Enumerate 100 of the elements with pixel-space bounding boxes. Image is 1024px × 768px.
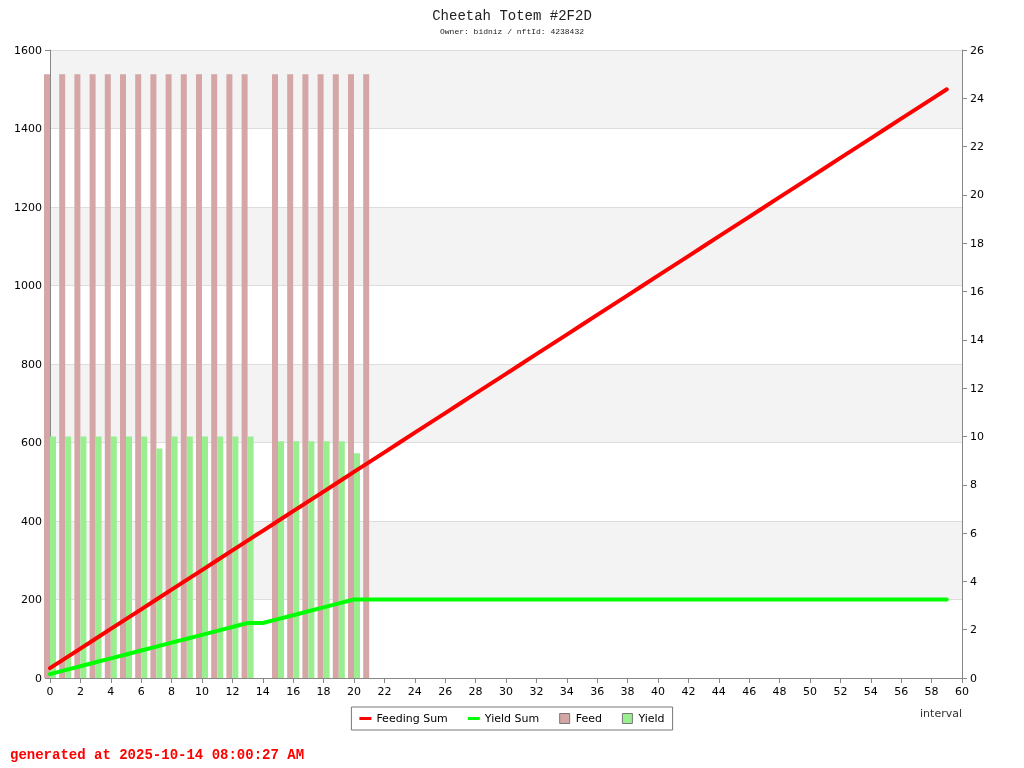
bar bbox=[141, 436, 148, 678]
y-tick-label: 0 bbox=[35, 671, 42, 685]
bar bbox=[278, 441, 284, 678]
legend-label: Yield bbox=[637, 712, 665, 725]
x-tick-label: 16 bbox=[286, 685, 301, 698]
y2-tick-label: 6 bbox=[970, 526, 977, 540]
bar bbox=[323, 441, 330, 678]
bar bbox=[293, 441, 300, 678]
bar bbox=[126, 436, 132, 678]
y2-tick-label: 24 bbox=[970, 91, 984, 105]
x-tick-label: 42 bbox=[681, 685, 696, 698]
y2-tick-label: 18 bbox=[970, 236, 984, 250]
y2-tick-label: 16 bbox=[970, 285, 984, 299]
bar bbox=[120, 74, 126, 678]
bar bbox=[317, 74, 324, 678]
y2-tick-label: 12 bbox=[970, 381, 984, 395]
bar bbox=[150, 74, 157, 678]
x-tick-label: 48 bbox=[772, 685, 787, 698]
x-tick-label: 24 bbox=[407, 685, 422, 698]
legend-label: Feed bbox=[575, 712, 602, 725]
x-tick-label: 20 bbox=[347, 685, 361, 698]
y2-tick-label: 20 bbox=[970, 188, 984, 202]
bar bbox=[104, 74, 111, 678]
x-tick-label: 14 bbox=[255, 685, 270, 698]
x-tick-label: 6 bbox=[137, 685, 145, 698]
x-tick-label: 32 bbox=[529, 685, 544, 698]
y-tick-label: 1600 bbox=[14, 43, 42, 57]
line-series bbox=[48, 87, 949, 671]
line-series bbox=[48, 597, 949, 677]
x-tick-label: 60 bbox=[955, 685, 969, 698]
x-tick-label: 38 bbox=[620, 685, 635, 698]
bar bbox=[332, 74, 339, 678]
bar bbox=[272, 74, 278, 678]
bar bbox=[202, 436, 208, 678]
x-tick-label: 50 bbox=[803, 685, 817, 698]
x-tick-label: 18 bbox=[316, 685, 331, 698]
bar bbox=[95, 436, 102, 678]
bar bbox=[156, 448, 163, 678]
x-tick-label: 44 bbox=[711, 685, 726, 698]
bar bbox=[247, 436, 254, 678]
y2-tick-label: 8 bbox=[970, 478, 977, 492]
bar bbox=[186, 436, 193, 678]
bar bbox=[226, 74, 233, 678]
bar bbox=[74, 74, 81, 678]
y2-tick-label: 14 bbox=[970, 333, 984, 347]
x-tick-label: 8 bbox=[168, 685, 176, 698]
bar bbox=[287, 74, 294, 678]
x-tick-label: 4 bbox=[107, 685, 115, 698]
y2-tick-label: 2 bbox=[970, 623, 977, 637]
bar bbox=[348, 74, 354, 678]
x-tick-label: 36 bbox=[590, 685, 605, 698]
x-tick-label: 46 bbox=[742, 685, 757, 698]
bar bbox=[211, 74, 218, 678]
y-tick-label: 800 bbox=[21, 357, 42, 371]
legend-label: Feeding Sum bbox=[376, 712, 448, 725]
x-tick-label: 30 bbox=[499, 685, 513, 698]
bar bbox=[80, 436, 87, 678]
y-tick-label: 1200 bbox=[14, 200, 42, 214]
x-tick-label: 12 bbox=[225, 685, 240, 698]
y2-tick-label: 4 bbox=[970, 574, 977, 588]
bar bbox=[308, 441, 315, 678]
bar bbox=[171, 436, 178, 678]
y2-tick-label: 10 bbox=[970, 429, 984, 443]
x-tick-label: 10 bbox=[195, 685, 209, 698]
bar bbox=[59, 74, 66, 678]
bar bbox=[338, 441, 345, 678]
x-tick-label: 34 bbox=[559, 685, 574, 698]
x-tick-label: 22 bbox=[377, 685, 392, 698]
bar bbox=[50, 436, 56, 678]
y-tick-label: 1400 bbox=[14, 122, 42, 135]
x-tick-label: 0 bbox=[46, 685, 54, 698]
chart-subtitle: Owner: bidniz / nftId: 4238432 bbox=[439, 26, 585, 36]
bar bbox=[302, 74, 309, 678]
bar bbox=[65, 436, 72, 678]
bar bbox=[165, 74, 172, 678]
y-tick-label: 400 bbox=[21, 514, 42, 528]
y-tick-label: 200 bbox=[21, 593, 42, 606]
x-tick-label: 2 bbox=[76, 685, 84, 698]
y2-tick-label: 0 bbox=[970, 671, 977, 685]
bar bbox=[135, 74, 142, 678]
bar bbox=[196, 74, 202, 678]
x-tick-label: 26 bbox=[438, 685, 453, 698]
x-axis-title: interval bbox=[920, 707, 962, 720]
bar bbox=[354, 453, 360, 678]
bar bbox=[89, 74, 96, 678]
chart-title: Cheetah Totem #2F2D bbox=[432, 8, 592, 24]
bar bbox=[44, 74, 50, 678]
bar bbox=[241, 74, 248, 678]
bar bbox=[217, 436, 224, 678]
text: generated at 2025-10-14 08:00:27 AM bbox=[10, 747, 305, 763]
legend-label: Yield Sum bbox=[483, 712, 540, 725]
bar bbox=[232, 436, 239, 678]
y-tick-label: 1000 bbox=[14, 279, 42, 292]
bar bbox=[110, 436, 117, 678]
y-tick-label: 600 bbox=[21, 436, 42, 449]
bar bbox=[363, 74, 370, 678]
x-tick-label: 54 bbox=[863, 685, 878, 698]
y2-tick-label: 22 bbox=[970, 140, 984, 154]
bar bbox=[180, 74, 187, 678]
y2-tick-label: 26 bbox=[970, 43, 984, 57]
